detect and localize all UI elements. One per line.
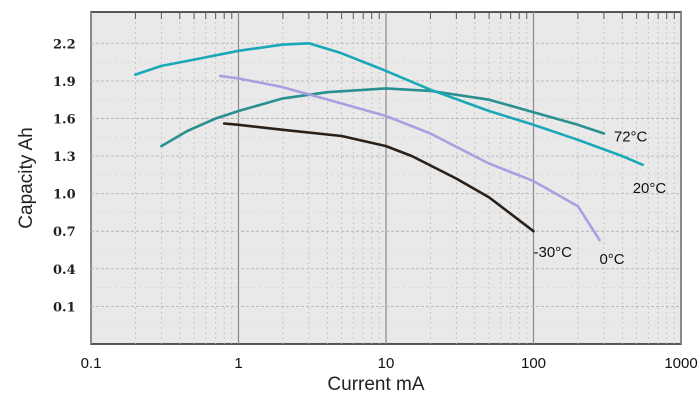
x-axis-label: Current mA <box>327 374 424 395</box>
x-tick-label: 0.1 <box>81 355 102 372</box>
x-tick-label: 1 <box>234 355 242 372</box>
y-tick-label: 0.4 <box>53 263 76 278</box>
y-axis-label: Capacity Ah <box>16 127 37 228</box>
series-line-0C <box>218 74 601 242</box>
x-tick-label: 1000 <box>664 355 697 372</box>
y-tick-label: 1.6 <box>53 112 76 127</box>
y-tick-label: 1.0 <box>53 188 76 203</box>
x-tick-label: 100 <box>521 355 546 372</box>
series-line-72C <box>160 87 606 148</box>
series-label-30C: -30°C <box>534 244 573 261</box>
y-tick-label: 0.7 <box>53 225 76 240</box>
y-tick-label: 1.3 <box>53 150 76 165</box>
series-label-0C: 0°C <box>599 251 624 268</box>
tick-labels: 2.2 1.9 1.6 1.3 1.0 0.7 0.4 0.1 0.1 1 10 100 1000 <box>53 37 698 372</box>
series-label-20C: 20°C <box>633 180 667 197</box>
series-labels: 72°C 20°C 0°C -30°C <box>534 129 667 268</box>
y-tick-label: 1.9 <box>53 75 76 90</box>
series-line-20C <box>134 42 644 167</box>
series-label-72C: 72°C <box>614 129 648 146</box>
y-tick-label: 2.2 <box>53 37 76 52</box>
series-lines <box>134 42 644 242</box>
y-tick-label: 0.1 <box>53 300 76 315</box>
series-line-30C <box>222 122 535 233</box>
x-tick-label: 10 <box>378 355 395 372</box>
